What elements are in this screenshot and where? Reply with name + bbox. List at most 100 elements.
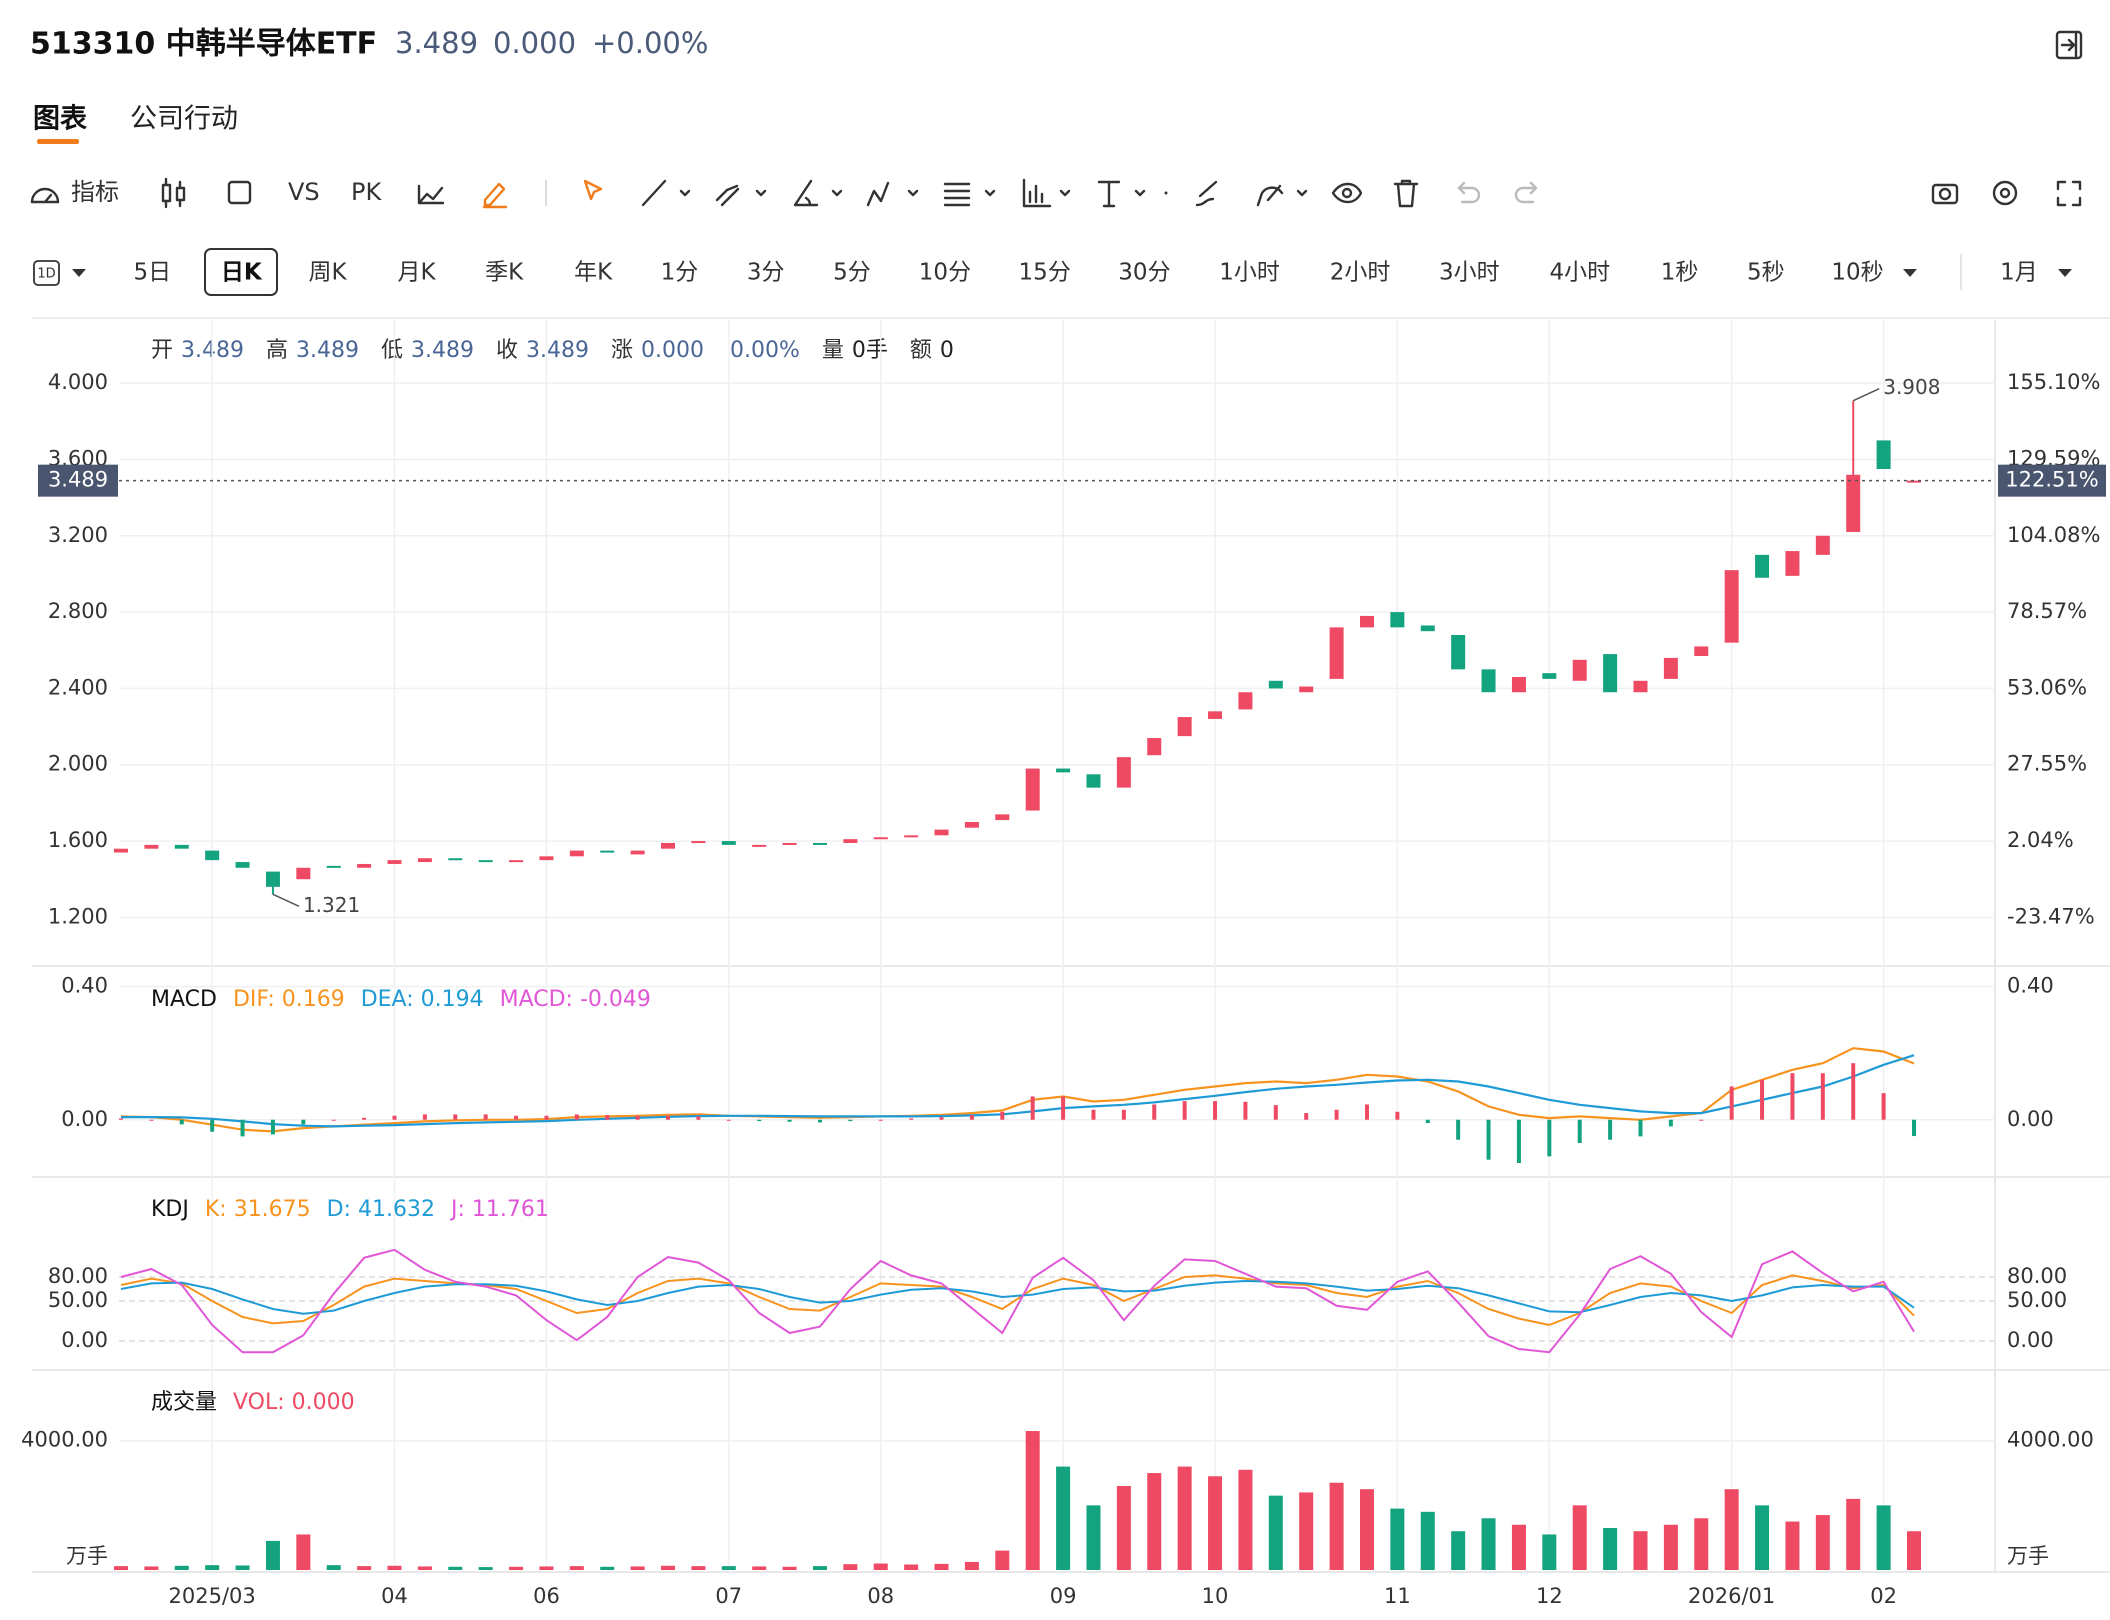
volume-bar [1876, 1505, 1891, 1570]
volume-bar [843, 1564, 858, 1570]
period-button[interactable]: 10秒 [1831, 260, 1883, 286]
redo-icon[interactable] [1514, 181, 1538, 204]
shape-icon[interactable] [227, 180, 252, 205]
volume-bar [1299, 1492, 1314, 1570]
period-button[interactable]: 4小时 [1550, 260, 1611, 286]
indicator-icon[interactable] [30, 187, 60, 204]
period-button[interactable]: 5分 [833, 260, 871, 286]
period-button[interactable]: 15分 [1019, 260, 1071, 286]
text-tool[interactable] [1097, 180, 1168, 208]
period-button[interactable]: 季K [485, 260, 524, 286]
volume-bar [600, 1566, 615, 1570]
channel-tool[interactable] [715, 184, 767, 207]
volume-bar [1086, 1505, 1101, 1570]
period-button[interactable]: 1分 [661, 260, 699, 286]
indicator-button[interactable]: 指标 [71, 178, 119, 206]
volume-bar [1329, 1482, 1344, 1570]
period-button[interactable]: 3小时 [1439, 260, 1500, 286]
candle [569, 850, 584, 857]
vs-button[interactable]: VS [288, 178, 320, 206]
macd-bar [270, 1119, 275, 1135]
volume-bar [1025, 1431, 1040, 1570]
macd-bar [1030, 1096, 1035, 1120]
volume-bar [964, 1561, 979, 1570]
eye-icon[interactable] [1331, 182, 1363, 204]
candle [1208, 711, 1223, 719]
period-button[interactable]: 日K [221, 260, 263, 286]
volume-bar [569, 1566, 584, 1570]
line-tool[interactable] [641, 179, 691, 207]
candle [1056, 768, 1071, 773]
angle-tool[interactable] [793, 179, 843, 207]
period-button[interactable]: 周K [309, 260, 348, 286]
interval-badge-box[interactable] [33, 260, 60, 286]
period-button[interactable]: 2小时 [1330, 260, 1391, 286]
candle [296, 867, 311, 880]
y-tick-label: 0.00 [61, 1328, 108, 1352]
macd-bar [1334, 1109, 1339, 1120]
candle [843, 839, 858, 843]
candle [1663, 657, 1678, 679]
candle [964, 821, 979, 828]
volume-bar [1694, 1518, 1709, 1570]
period-button[interactable]: 10分 [919, 260, 971, 286]
y2-tick-label: 104.08% [2007, 523, 2100, 547]
quote-value: 0手 [852, 338, 888, 363]
macd-bar [1790, 1073, 1795, 1120]
period-button[interactable]: 1小时 [1219, 260, 1280, 286]
candle [1238, 692, 1253, 710]
trash-icon[interactable] [1393, 179, 1419, 208]
volume-bar [1116, 1485, 1131, 1570]
chart-icon[interactable] [417, 184, 445, 205]
range-dropdown[interactable] [2058, 269, 2072, 277]
tab-actions[interactable]: 公司行动 [130, 104, 238, 135]
interval-row: 1D 1月 [33, 248, 2072, 296]
macd-bar [605, 1115, 610, 1120]
period-button[interactable]: 3分 [747, 260, 785, 286]
period-button[interactable]: 5秒 [1747, 260, 1785, 286]
legend: MACD DIF: 0.169 DEA: 0.194 MACD: -0.049 [151, 987, 651, 1012]
interval-badge[interactable]: 1D [37, 267, 55, 282]
undo-icon[interactable] [1457, 181, 1481, 204]
candle [1876, 440, 1891, 470]
quote-value: 3.489 [526, 338, 589, 363]
camera-icon[interactable] [1931, 183, 1959, 205]
macd-bar [1638, 1119, 1643, 1137]
period-button[interactable]: 年K [574, 260, 613, 286]
magnet-tool[interactable] [1256, 184, 1308, 207]
candle [1815, 535, 1830, 555]
volume-bar [509, 1566, 524, 1570]
period-dropdown[interactable] [1903, 269, 1917, 277]
cursor-icon[interactable] [583, 179, 603, 201]
candle-icon[interactable] [161, 177, 186, 209]
fullscreen-icon[interactable] [2056, 180, 2082, 207]
candle [1420, 625, 1435, 632]
range-button[interactable]: 1月 [2000, 260, 2038, 286]
candle [600, 850, 615, 853]
tab-chart[interactable]: 图表 [33, 104, 87, 135]
brush-tool[interactable] [1195, 180, 1218, 207]
pk-button[interactable]: PK [351, 178, 382, 206]
volume-bar [265, 1540, 280, 1570]
volume-bar [1846, 1498, 1861, 1570]
y-tick-label-right: 80.00 [2007, 1264, 2067, 1288]
pattern-tool[interactable] [866, 181, 919, 207]
macd-bar [1668, 1119, 1673, 1127]
period-button[interactable]: 5日 [134, 260, 172, 286]
macd-bar [1729, 1086, 1734, 1120]
settings-icon[interactable] [1992, 180, 2018, 206]
interval-dropdown[interactable] [72, 269, 86, 277]
period-button[interactable]: 30分 [1118, 260, 1170, 286]
fib-tool[interactable] [943, 182, 996, 207]
exit-icon[interactable] [2055, 30, 2083, 60]
measure-tool[interactable] [1022, 178, 1071, 208]
candle [174, 844, 189, 849]
period-button[interactable]: 1秒 [1661, 260, 1699, 286]
x-tick-label: 11 [1384, 1584, 1411, 1608]
candle [1846, 474, 1861, 532]
macd-bar [1243, 1101, 1248, 1120]
change-pct: +0.00% [592, 26, 708, 60]
pen-icon[interactable] [482, 182, 508, 209]
period-button[interactable]: 月K [397, 260, 436, 286]
volume-bar [235, 1565, 250, 1570]
